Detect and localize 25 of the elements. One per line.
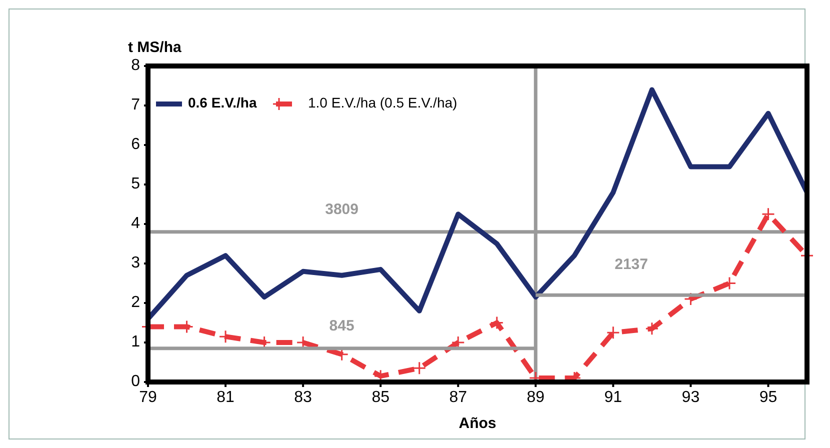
y-tick-label: 1 [131, 334, 140, 351]
x-tick-label: 83 [294, 389, 312, 406]
x-tick-label: 81 [216, 389, 235, 406]
y-axis-title: t MS/ha [128, 39, 182, 56]
x-tick-label: 91 [604, 389, 622, 406]
x-tick-label: 87 [449, 389, 468, 406]
y-tick-label: 4 [131, 215, 140, 232]
x-tick-label: 95 [759, 389, 778, 406]
annotation: 3809 [325, 200, 359, 218]
y-tick-label: 2 [131, 294, 140, 312]
y-tick-label: 6 [131, 136, 140, 154]
y-tick-label: 0 [131, 373, 140, 390]
x-tick-label: 85 [372, 389, 390, 406]
annotation: 2137 [614, 256, 648, 274]
legend-label: 1.0 E.V./ha (0.5 E.V./ha) [308, 94, 458, 111]
y-tick-label: 3 [131, 254, 140, 272]
legend-label: 0.6 E.V./ha [188, 94, 257, 111]
y-tick-label: 5 [131, 176, 140, 193]
x-tick-label: 89 [526, 389, 545, 406]
x-tick-label: 79 [139, 389, 157, 406]
y-tick-label: 8 [131, 57, 140, 74]
y-tick-label: 7 [131, 96, 140, 114]
x-tick-label: 93 [682, 389, 700, 406]
x-axis-title: Años [458, 415, 496, 432]
annotation: 845 [329, 317, 354, 334]
